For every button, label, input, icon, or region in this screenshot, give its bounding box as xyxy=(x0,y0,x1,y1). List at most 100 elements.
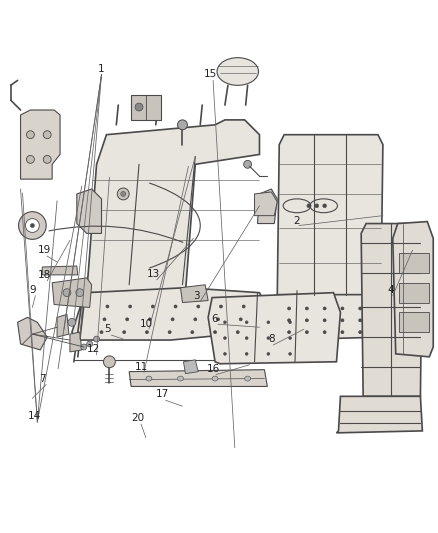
Circle shape xyxy=(177,120,187,130)
Circle shape xyxy=(129,305,132,308)
Text: 10: 10 xyxy=(139,319,152,329)
Circle shape xyxy=(43,156,51,163)
Circle shape xyxy=(267,352,270,356)
Circle shape xyxy=(288,319,290,322)
Ellipse shape xyxy=(177,376,184,381)
Text: 11: 11 xyxy=(134,362,148,372)
Polygon shape xyxy=(131,95,161,120)
Ellipse shape xyxy=(146,376,152,381)
Text: 6: 6 xyxy=(212,314,219,324)
Circle shape xyxy=(323,330,326,334)
Circle shape xyxy=(197,305,200,308)
Circle shape xyxy=(223,352,226,356)
Polygon shape xyxy=(254,192,277,216)
Circle shape xyxy=(135,103,143,111)
Circle shape xyxy=(63,289,71,296)
Text: 14: 14 xyxy=(28,411,41,421)
Circle shape xyxy=(245,352,248,356)
Circle shape xyxy=(341,319,344,322)
Polygon shape xyxy=(180,285,208,303)
Circle shape xyxy=(242,305,245,308)
Polygon shape xyxy=(399,253,429,273)
Polygon shape xyxy=(70,332,82,352)
Circle shape xyxy=(307,204,311,208)
Text: 19: 19 xyxy=(38,245,51,255)
Circle shape xyxy=(191,330,194,334)
Circle shape xyxy=(244,160,251,168)
Text: 16: 16 xyxy=(206,364,220,374)
Circle shape xyxy=(123,330,126,334)
Polygon shape xyxy=(277,135,383,297)
Text: 9: 9 xyxy=(29,285,36,295)
Polygon shape xyxy=(399,283,429,303)
Circle shape xyxy=(359,330,362,334)
Polygon shape xyxy=(87,120,259,293)
Text: 18: 18 xyxy=(38,270,51,280)
Circle shape xyxy=(121,191,126,196)
Circle shape xyxy=(126,318,129,321)
Circle shape xyxy=(117,188,129,200)
Circle shape xyxy=(305,330,308,334)
Polygon shape xyxy=(77,189,102,233)
Text: 4: 4 xyxy=(388,285,394,295)
Circle shape xyxy=(68,318,76,326)
Circle shape xyxy=(288,330,290,334)
Circle shape xyxy=(323,307,326,310)
Circle shape xyxy=(359,307,362,310)
Circle shape xyxy=(100,330,103,334)
Polygon shape xyxy=(52,278,92,308)
Circle shape xyxy=(236,330,239,334)
Circle shape xyxy=(145,330,148,334)
Text: 3: 3 xyxy=(193,290,200,301)
Circle shape xyxy=(289,321,292,324)
Polygon shape xyxy=(18,317,47,350)
Circle shape xyxy=(341,330,344,334)
Polygon shape xyxy=(361,223,422,397)
Circle shape xyxy=(30,223,34,228)
Circle shape xyxy=(26,156,34,163)
Circle shape xyxy=(289,337,292,340)
Circle shape xyxy=(219,305,223,308)
Text: 17: 17 xyxy=(156,390,170,399)
Text: 5: 5 xyxy=(104,324,111,334)
Circle shape xyxy=(323,319,326,322)
Polygon shape xyxy=(393,222,433,357)
Polygon shape xyxy=(399,312,429,332)
Circle shape xyxy=(245,337,248,340)
Circle shape xyxy=(267,321,270,324)
Polygon shape xyxy=(21,110,60,179)
Circle shape xyxy=(289,352,292,356)
Polygon shape xyxy=(208,293,340,364)
Circle shape xyxy=(43,131,51,139)
Polygon shape xyxy=(258,189,277,223)
Circle shape xyxy=(267,337,270,340)
Circle shape xyxy=(168,330,171,334)
Polygon shape xyxy=(184,360,198,374)
Ellipse shape xyxy=(217,58,258,85)
Circle shape xyxy=(103,318,106,321)
Text: 1: 1 xyxy=(98,63,105,74)
Circle shape xyxy=(341,307,344,310)
Circle shape xyxy=(103,356,115,368)
Text: 15: 15 xyxy=(204,69,217,79)
Circle shape xyxy=(194,318,197,321)
Polygon shape xyxy=(129,370,267,386)
Polygon shape xyxy=(336,397,422,433)
Text: 2: 2 xyxy=(294,215,300,225)
Polygon shape xyxy=(42,266,78,275)
Circle shape xyxy=(305,307,308,310)
Circle shape xyxy=(323,204,327,208)
Ellipse shape xyxy=(212,376,218,381)
Text: 12: 12 xyxy=(87,344,100,354)
Text: 8: 8 xyxy=(268,334,275,344)
Circle shape xyxy=(359,319,362,322)
Circle shape xyxy=(223,321,226,324)
Circle shape xyxy=(174,305,177,308)
Circle shape xyxy=(81,344,87,350)
Circle shape xyxy=(245,321,248,324)
Circle shape xyxy=(76,289,84,296)
Circle shape xyxy=(171,318,174,321)
Circle shape xyxy=(18,212,46,239)
Circle shape xyxy=(106,305,109,308)
Circle shape xyxy=(152,305,154,308)
